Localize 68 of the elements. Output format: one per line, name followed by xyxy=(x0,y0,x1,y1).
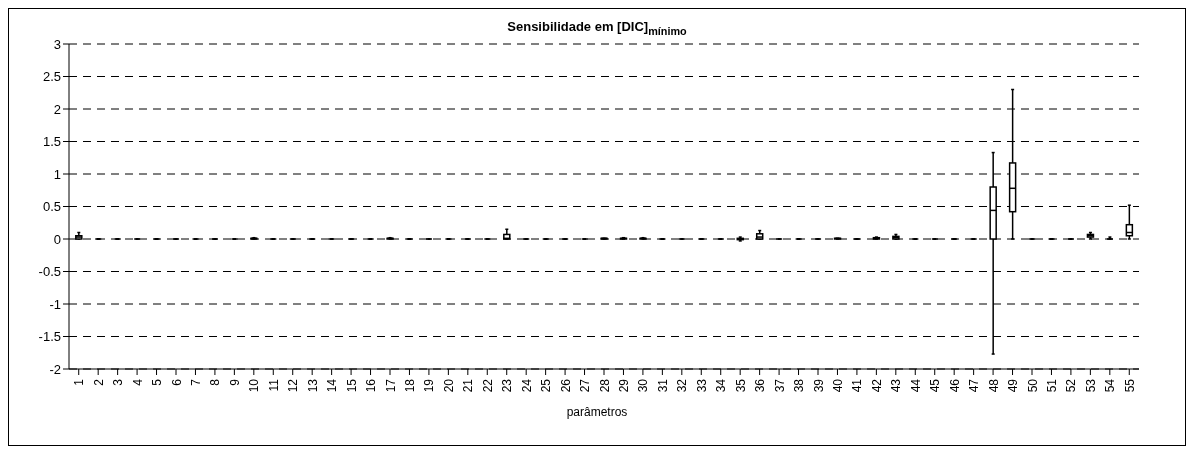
x-tick-label: 29 xyxy=(616,378,631,393)
x-tick-label: 28 xyxy=(597,378,612,393)
x-tick-label: 18 xyxy=(402,378,417,393)
y-tick-label: 0.5 xyxy=(42,199,61,215)
x-tick-label: 47 xyxy=(967,378,982,393)
x-tick-label: 7 xyxy=(188,378,203,386)
x-axis-title: parâmetros xyxy=(565,405,629,419)
x-tick-label: 30 xyxy=(636,378,651,393)
y-tick-label: 1 xyxy=(53,166,61,182)
x-tick-label: 15 xyxy=(344,378,359,393)
x-tick-label: 10 xyxy=(247,378,262,393)
y-tick-label: -1 xyxy=(49,296,61,312)
x-tick-label: 17 xyxy=(383,378,398,393)
x-tick-label: 36 xyxy=(753,378,768,393)
x-tick-label: 35 xyxy=(733,378,748,393)
x-tick-label: 2 xyxy=(91,378,106,386)
x-tick-label: 22 xyxy=(480,378,495,393)
x-tick-label: 25 xyxy=(539,378,554,393)
x-tick-label: 45 xyxy=(928,378,943,393)
x-tick-label: 39 xyxy=(811,378,826,393)
x-tick-label: 11 xyxy=(266,378,281,392)
x-tick-label: 34 xyxy=(714,378,729,393)
x-tick-label: 50 xyxy=(1025,378,1040,393)
x-tick-label: 52 xyxy=(1064,378,1079,393)
x-tick-label: 43 xyxy=(889,378,904,393)
y-tick-label: 3 xyxy=(53,36,61,52)
x-tick-label: 13 xyxy=(305,378,320,393)
x-tick-label: 6 xyxy=(169,378,184,386)
x-tick-label: 53 xyxy=(1083,378,1098,393)
x-tick-label: 4 xyxy=(130,378,145,386)
x-tick-label: 33 xyxy=(694,378,709,393)
x-tick-label: 44 xyxy=(908,378,923,393)
x-tick-label: 46 xyxy=(947,378,962,393)
x-tick-label: 1 xyxy=(72,378,87,386)
x-tick-label: 8 xyxy=(208,378,223,386)
x-tick-label: 26 xyxy=(558,378,573,393)
x-tick-label: 48 xyxy=(986,378,1001,393)
chart-title: Sensibilidade em [DIC]$_{mínimo}$ xyxy=(507,19,687,37)
x-tick-label: 14 xyxy=(325,378,340,393)
x-tick-label: 20 xyxy=(441,378,456,393)
x-tick-label: 5 xyxy=(150,378,165,386)
x-tick-label: 42 xyxy=(869,378,884,393)
x-tick-label: 23 xyxy=(500,378,515,393)
y-tick-label: 0 xyxy=(53,231,61,247)
x-tick-label: 3 xyxy=(111,378,126,386)
x-tick-label: 19 xyxy=(422,378,437,393)
x-tick-label: 37 xyxy=(772,378,787,393)
x-tick-label: 40 xyxy=(830,378,845,393)
x-tick-label: 27 xyxy=(578,378,593,393)
y-tick-label: 1.5 xyxy=(42,134,61,150)
x-tick-label: 16 xyxy=(364,378,379,393)
x-tick-label: 49 xyxy=(1006,378,1021,393)
y-tick-label: 2 xyxy=(53,101,61,117)
x-tick-label: 32 xyxy=(675,378,690,393)
x-tick-label: 51 xyxy=(1044,378,1059,393)
x-tick-label: 55 xyxy=(1122,378,1137,393)
y-tick-label: -2 xyxy=(49,361,61,377)
x-tick-label: 31 xyxy=(655,378,670,393)
x-tick-label: 38 xyxy=(792,378,807,393)
x-tick-label: 24 xyxy=(519,378,534,393)
x-tick-label: 21 xyxy=(461,378,476,393)
x-tick-label: 41 xyxy=(850,378,865,393)
x-tick-label: 12 xyxy=(286,378,301,393)
x-tick-label: 54 xyxy=(1103,378,1118,393)
y-tick-label: -1.5 xyxy=(38,329,61,345)
y-tick-label: -0.5 xyxy=(38,264,61,280)
x-tick-label: 9 xyxy=(227,378,242,386)
y-tick-label: 2.5 xyxy=(42,69,61,85)
